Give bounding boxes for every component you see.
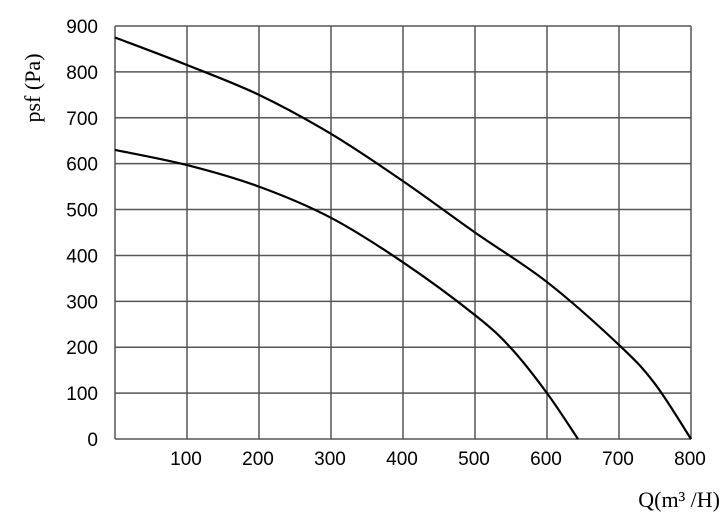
x-axis-label: Q(m³ /H) bbox=[638, 487, 720, 512]
x-tick-label: 200 bbox=[242, 449, 274, 470]
y-tick-labels: 0 100 200 300 400 500 600 700 800 900 bbox=[66, 17, 98, 451]
y-tick-label: 300 bbox=[66, 292, 98, 313]
y-tick-label: 100 bbox=[66, 384, 98, 405]
x-tick-labels: 100 200 300 400 500 600 700 800 bbox=[170, 449, 706, 470]
x-tick-label: 800 bbox=[674, 449, 706, 470]
series-line-1 bbox=[114, 36, 692, 440]
y-tick-label: 500 bbox=[66, 201, 98, 222]
series-line-2 bbox=[114, 148, 579, 440]
y-tick-label: 200 bbox=[66, 338, 98, 359]
x-tick-label: 500 bbox=[458, 449, 490, 470]
y-tick-label: 900 bbox=[66, 17, 98, 38]
series-lines bbox=[114, 36, 692, 440]
x-tick-label: 400 bbox=[386, 449, 418, 470]
x-tick-label: 100 bbox=[170, 449, 202, 470]
y-tick-label: 400 bbox=[66, 246, 98, 267]
y-tick-label: 700 bbox=[66, 109, 98, 130]
y-tick-label: 600 bbox=[66, 155, 98, 176]
x-tick-label: 600 bbox=[530, 449, 562, 470]
x-tick-label: 300 bbox=[314, 449, 346, 470]
x-tick-label: 700 bbox=[602, 449, 634, 470]
y-axis-label: psf (Pa) bbox=[20, 53, 45, 122]
grid bbox=[114, 25, 692, 440]
y-tick-label: 800 bbox=[66, 63, 98, 84]
y-tick-label: 0 bbox=[87, 430, 98, 451]
